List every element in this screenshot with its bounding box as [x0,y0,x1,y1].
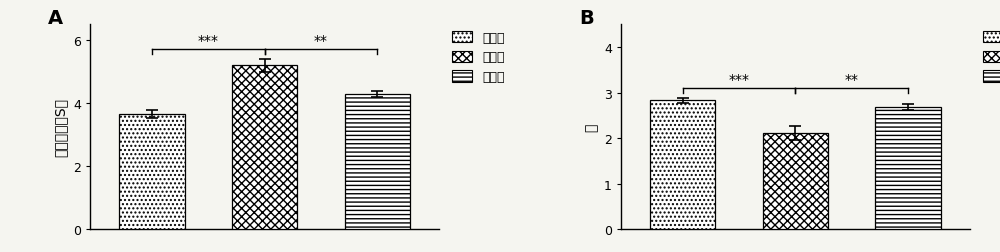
Text: ***: *** [198,34,219,48]
Text: ***: *** [729,73,750,87]
Y-axis label: 爬杆时间（S）: 爬杆时间（S） [53,98,67,157]
Legend: 空白组, 模型组, 给菌组: 空白组, 模型组, 给菌组 [983,32,1000,84]
Text: A: A [48,9,63,28]
Y-axis label: 分: 分 [584,123,598,132]
Text: **: ** [314,34,328,48]
Bar [232,66,297,229]
Bar [119,115,185,229]
Text: **: ** [845,73,859,87]
Bar [875,108,941,229]
Text: B: B [579,9,594,28]
Bar [650,101,715,229]
Bar [763,133,828,229]
Bar [345,94,410,229]
Legend: 空白组, 模型组, 给菌组: 空白组, 模型组, 给菌组 [452,32,505,84]
